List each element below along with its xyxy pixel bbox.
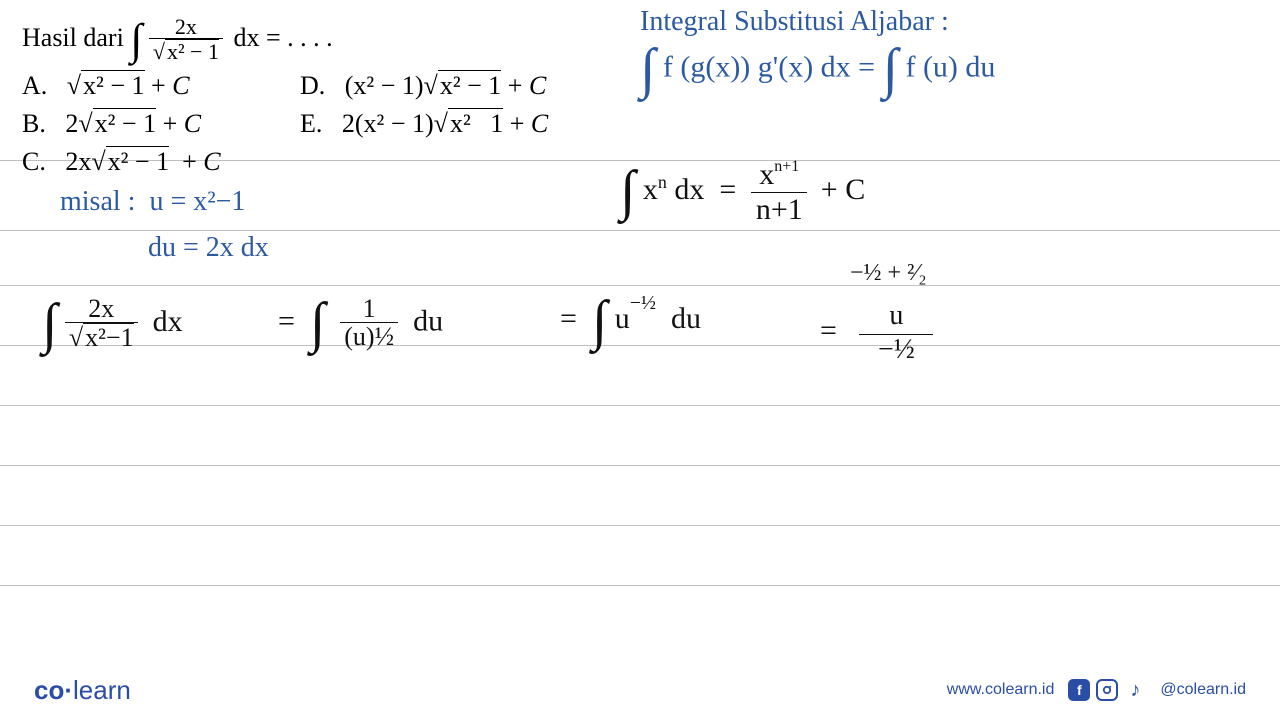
work-eq1: = ∫ 1 (u)½ du bbox=[278, 296, 443, 352]
note-title: Integral Substitusi Aljabar : bbox=[640, 6, 949, 38]
brand-co: co bbox=[34, 675, 64, 705]
question-stem: Hasil dari ∫ 2x √x² − 1 dx = . . . . bbox=[22, 16, 333, 64]
misal-label: misal : bbox=[60, 186, 135, 217]
power-rule: ∫ xn dx = xn+1 n+1 + C bbox=[620, 158, 865, 226]
facebook-icon[interactable]: f bbox=[1068, 679, 1090, 701]
wl-dx: dx bbox=[153, 305, 183, 338]
misal-u: u = x²−1 bbox=[149, 186, 245, 217]
misal-line2: du = 2x dx bbox=[148, 232, 269, 264]
pr-exp: n+1 bbox=[774, 158, 799, 175]
m2-du: du bbox=[671, 302, 701, 335]
stem-prefix: Hasil dari bbox=[22, 23, 130, 52]
rhs-num: u bbox=[859, 300, 933, 335]
brand-dot: · bbox=[64, 675, 73, 705]
option-A: A. √x² − 1 + C bbox=[22, 70, 190, 101]
footer-handle[interactable]: @colearn.id bbox=[1160, 681, 1246, 699]
rhs-exp: −½ + ²⁄₂ bbox=[850, 260, 927, 287]
wl-den: x²−1 bbox=[83, 323, 133, 353]
frac-den: x² − 1 bbox=[165, 39, 219, 64]
work-eq3: = u −½ bbox=[820, 300, 933, 366]
pr-tail: + C bbox=[821, 173, 865, 206]
m2-exp: −½ bbox=[630, 292, 656, 314]
m2-base: u bbox=[615, 302, 630, 335]
m1-den: (u)½ bbox=[340, 323, 398, 352]
stem-tail: dx = . . . . bbox=[233, 23, 332, 52]
misal-line1: misal : u = x²−1 bbox=[60, 186, 245, 218]
footer-url[interactable]: www.colearn.id bbox=[947, 681, 1055, 699]
work-eq2: = ∫ u−½ du bbox=[560, 300, 701, 341]
rhs-den: −½ bbox=[859, 335, 933, 366]
tiktok-icon[interactable]: ♪ bbox=[1124, 679, 1146, 701]
instagram-icon[interactable] bbox=[1096, 679, 1118, 701]
pr-den: n+1 bbox=[751, 193, 807, 226]
wl-num: 2x bbox=[65, 296, 138, 323]
option-D: D. (x² − 1)√x² − 1 + C bbox=[300, 70, 546, 101]
note-rule: ∫ f (g(x)) g'(x) dx = ∫ f (u) du bbox=[640, 50, 995, 89]
work-lhs: ∫ 2x √x²−1 dx bbox=[42, 296, 183, 353]
m1-num: 1 bbox=[340, 296, 398, 323]
footer: co·learn www.colearn.id f ♪ @colearn.id bbox=[0, 660, 1280, 720]
brand-learn: learn bbox=[73, 675, 131, 705]
option-E: E. 2(x² − 1)√x² 1 + C bbox=[300, 108, 548, 139]
option-C: C. 2x√x² − 1 + C bbox=[22, 146, 221, 177]
m1-du: du bbox=[413, 305, 443, 338]
brand-logo: co·learn bbox=[34, 675, 131, 706]
option-B: B. 2√x² − 1 + C bbox=[22, 108, 201, 139]
frac-num: 2x bbox=[149, 16, 223, 39]
social-icons: f ♪ bbox=[1068, 679, 1146, 701]
